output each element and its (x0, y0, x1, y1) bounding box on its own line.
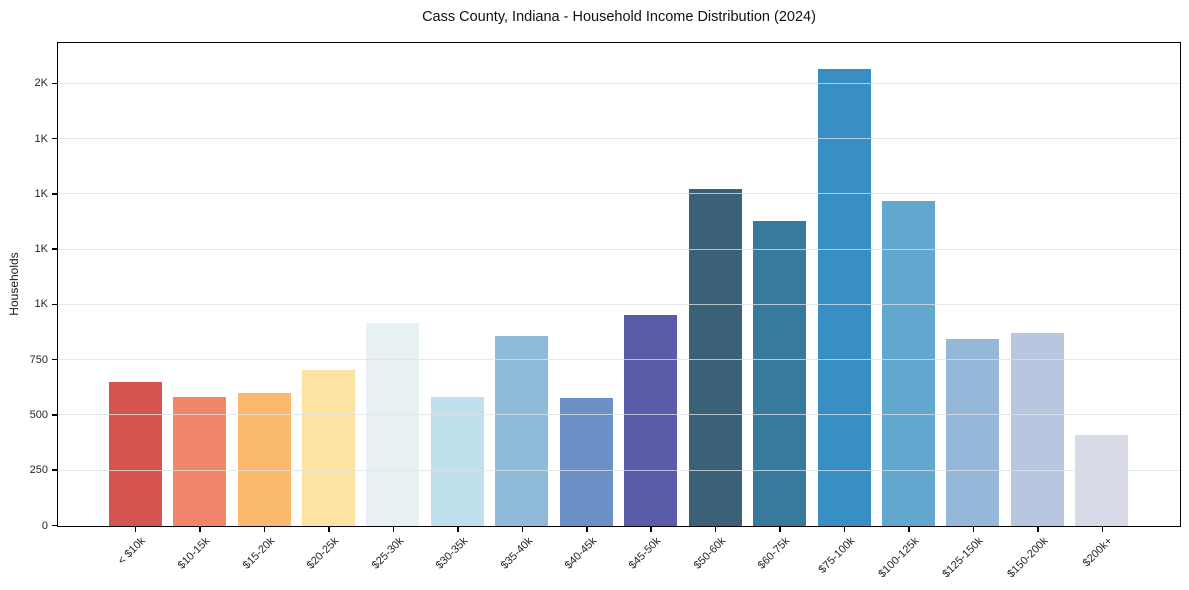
x-tick-mark (586, 526, 588, 532)
x-tick-mark (779, 526, 781, 532)
y-tick-mark (52, 524, 57, 527)
x-tick-mark (134, 526, 137, 532)
x-tick-label: $200k+ (1080, 534, 1115, 569)
gridline (58, 248, 1180, 250)
x-tick-mark (908, 526, 910, 532)
x-tick-label: $150-200k (1005, 534, 1051, 580)
y-tick-mark (52, 303, 57, 306)
y-tick-label: 1K (34, 243, 48, 256)
gridline (58, 193, 1180, 195)
chart-title: Cass County, Indiana - Household Income … (422, 9, 816, 25)
x-tick-label: $35-40k (498, 534, 535, 572)
gridline (58, 303, 1180, 305)
y-tick-label: 2K (34, 77, 48, 90)
x-tick-label: < $10k (116, 534, 149, 567)
x-tick-label: $45-50k (627, 534, 664, 572)
y-tick-mark (52, 82, 57, 85)
x-tick-label: $10-15k (176, 534, 213, 572)
bar-45-50k (624, 314, 678, 526)
bar-125-150k (946, 339, 1000, 526)
bar-10-15k (173, 396, 227, 526)
y-tick-label: 1K (34, 298, 48, 311)
gridline (58, 82, 1180, 84)
y-tick-mark (52, 137, 57, 140)
bar-20-25k (302, 370, 356, 526)
x-tick-label: $15-20k (240, 534, 278, 572)
x-tick-label: $100-125k (876, 534, 922, 580)
x-tick-label: $30-35k (433, 534, 471, 572)
bar-40-45k (559, 397, 613, 526)
y-tick-mark (52, 469, 57, 471)
x-tick-mark (328, 526, 330, 532)
gridline (58, 414, 1180, 416)
bar-25-30k (366, 322, 420, 526)
bar-150-200k (1010, 332, 1064, 526)
x-tick-label: $75-100k (816, 534, 858, 576)
y-tick-mark (52, 358, 57, 361)
x-tick-mark (521, 526, 524, 532)
bar-60-75k (753, 220, 807, 526)
x-tick-mark (1101, 526, 1104, 532)
x-tick-label: $60-75k (755, 534, 793, 572)
y-tick-label: 0 (41, 519, 48, 532)
gridlines (58, 43, 1180, 526)
y-tick-label: 1K (34, 187, 48, 200)
x-tick-mark (714, 526, 717, 532)
x-tick-mark (843, 526, 846, 532)
x-tick-label: $50-60k (691, 534, 729, 572)
bar-10k (108, 382, 162, 526)
y-tick-label: 250 (29, 464, 48, 477)
x-tick-mark (392, 526, 395, 532)
y-tick-label: 750 (29, 353, 48, 366)
gridline (58, 138, 1180, 140)
bar-75-100k (817, 69, 871, 526)
bar-35-40k (495, 335, 549, 526)
gridline (58, 469, 1180, 471)
x-tick-mark (1037, 526, 1039, 532)
gridline (58, 359, 1180, 361)
bar-15-20k (237, 393, 291, 526)
y-tick-label: 500 (29, 408, 48, 421)
x-tick-label: $40-45k (562, 534, 600, 572)
y-tick-mark (52, 414, 57, 416)
x-tick-label: $125-150k (940, 534, 986, 580)
bar-30-35k (430, 396, 484, 526)
plot-area (57, 42, 1181, 527)
x-tick-mark (199, 526, 201, 532)
y-tick-label: 1K (34, 132, 48, 145)
x-tick-mark (972, 526, 975, 532)
bar-100-125k (881, 200, 935, 526)
x-tick-mark (457, 526, 459, 532)
x-tick-mark (263, 526, 266, 532)
x-tick-label: $20-25k (304, 534, 342, 572)
y-tick-mark (52, 248, 57, 250)
bar-200k (1075, 435, 1129, 526)
x-tick-label: $25-30k (369, 534, 406, 572)
x-tick-mark (650, 526, 652, 532)
y-tick-mark (52, 193, 57, 195)
